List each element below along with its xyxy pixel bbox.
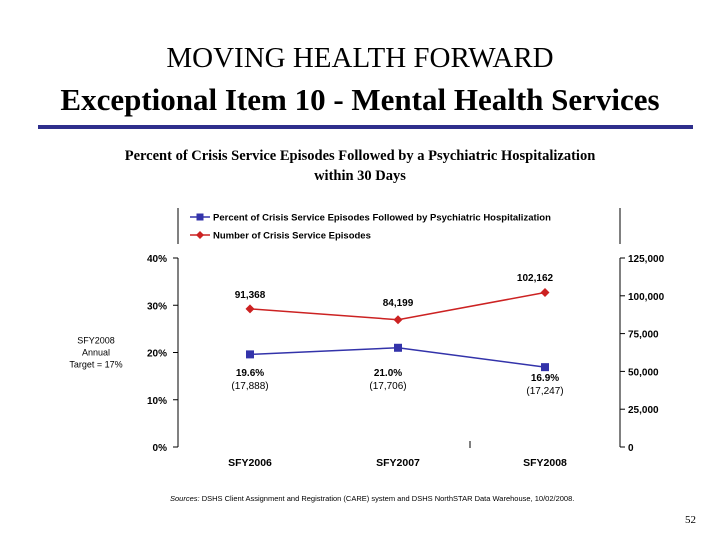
count-series-marker	[393, 315, 403, 325]
percent-data-label: 16.9%	[531, 373, 559, 384]
x-axis-category-label: SFY2007	[376, 457, 420, 469]
percent-data-count-label: (17,888)	[231, 381, 268, 392]
percent-series-marker	[394, 343, 402, 352]
percent-series-marker	[541, 363, 549, 372]
right-axis-tick-label: 50,000	[628, 367, 659, 378]
target-annotation-line: Target = 17%	[69, 360, 122, 370]
legend-entry-label: Number of Crisis Service Episodes	[213, 231, 371, 242]
page-number: 52	[685, 514, 696, 526]
count-data-label: 102,162	[517, 273, 554, 284]
left-axis-tick-label: 0%	[153, 443, 168, 454]
percent-series-marker	[246, 350, 254, 359]
right-axis-tick-label: 25,000	[628, 405, 659, 416]
source-note-text: DSHS Client Assignment and Registration …	[199, 494, 575, 503]
source-note-prefix: Sources:	[170, 494, 200, 503]
legend-entry-label: Percent of Crisis Service Episodes Follo…	[213, 213, 551, 224]
percent-data-count-label: (17,706)	[369, 381, 406, 392]
right-axis-tick-label: 100,000	[628, 292, 665, 303]
target-annotation-line: SFY2008	[77, 336, 115, 346]
percent-data-count-label: (17,247)	[526, 386, 563, 397]
left-axis-tick-label: 10%	[147, 396, 167, 407]
legend-swatch-marker	[196, 213, 204, 221]
chart-title: Percent of Crisis Service Episodes Follo…	[124, 148, 596, 184]
x-axis-category-label: SFY2006	[228, 457, 272, 469]
count-data-label: 91,368	[235, 290, 266, 301]
count-series-marker	[540, 288, 550, 298]
slide-title-line1: MOVING HEALTH FORWARD	[166, 42, 554, 74]
right-axis-tick-label: 0	[628, 443, 634, 454]
left-axis-tick-label: 40%	[147, 254, 167, 265]
right-axis-tick-label: 125,000	[628, 254, 665, 265]
left-axis-tick-label: 20%	[147, 349, 167, 360]
count-data-label: 84,199	[383, 298, 414, 309]
source-note: Sources: DSHS Client Assignment and Regi…	[170, 494, 590, 504]
slide-title-line2: Exceptional Item 10 - Mental Health Serv…	[60, 82, 660, 117]
x-axis-category-label: SFY2008	[523, 457, 567, 469]
percent-data-label: 19.6%	[236, 368, 264, 379]
right-axis-tick-label: 75,000	[628, 330, 659, 341]
percent-data-label: 21.0%	[374, 368, 402, 379]
left-axis-tick-label: 30%	[147, 301, 167, 312]
legend-swatch-marker	[196, 231, 204, 239]
target-annotation-line: Annual	[82, 348, 110, 358]
count-series-marker	[245, 304, 255, 314]
title-divider	[38, 125, 693, 129]
